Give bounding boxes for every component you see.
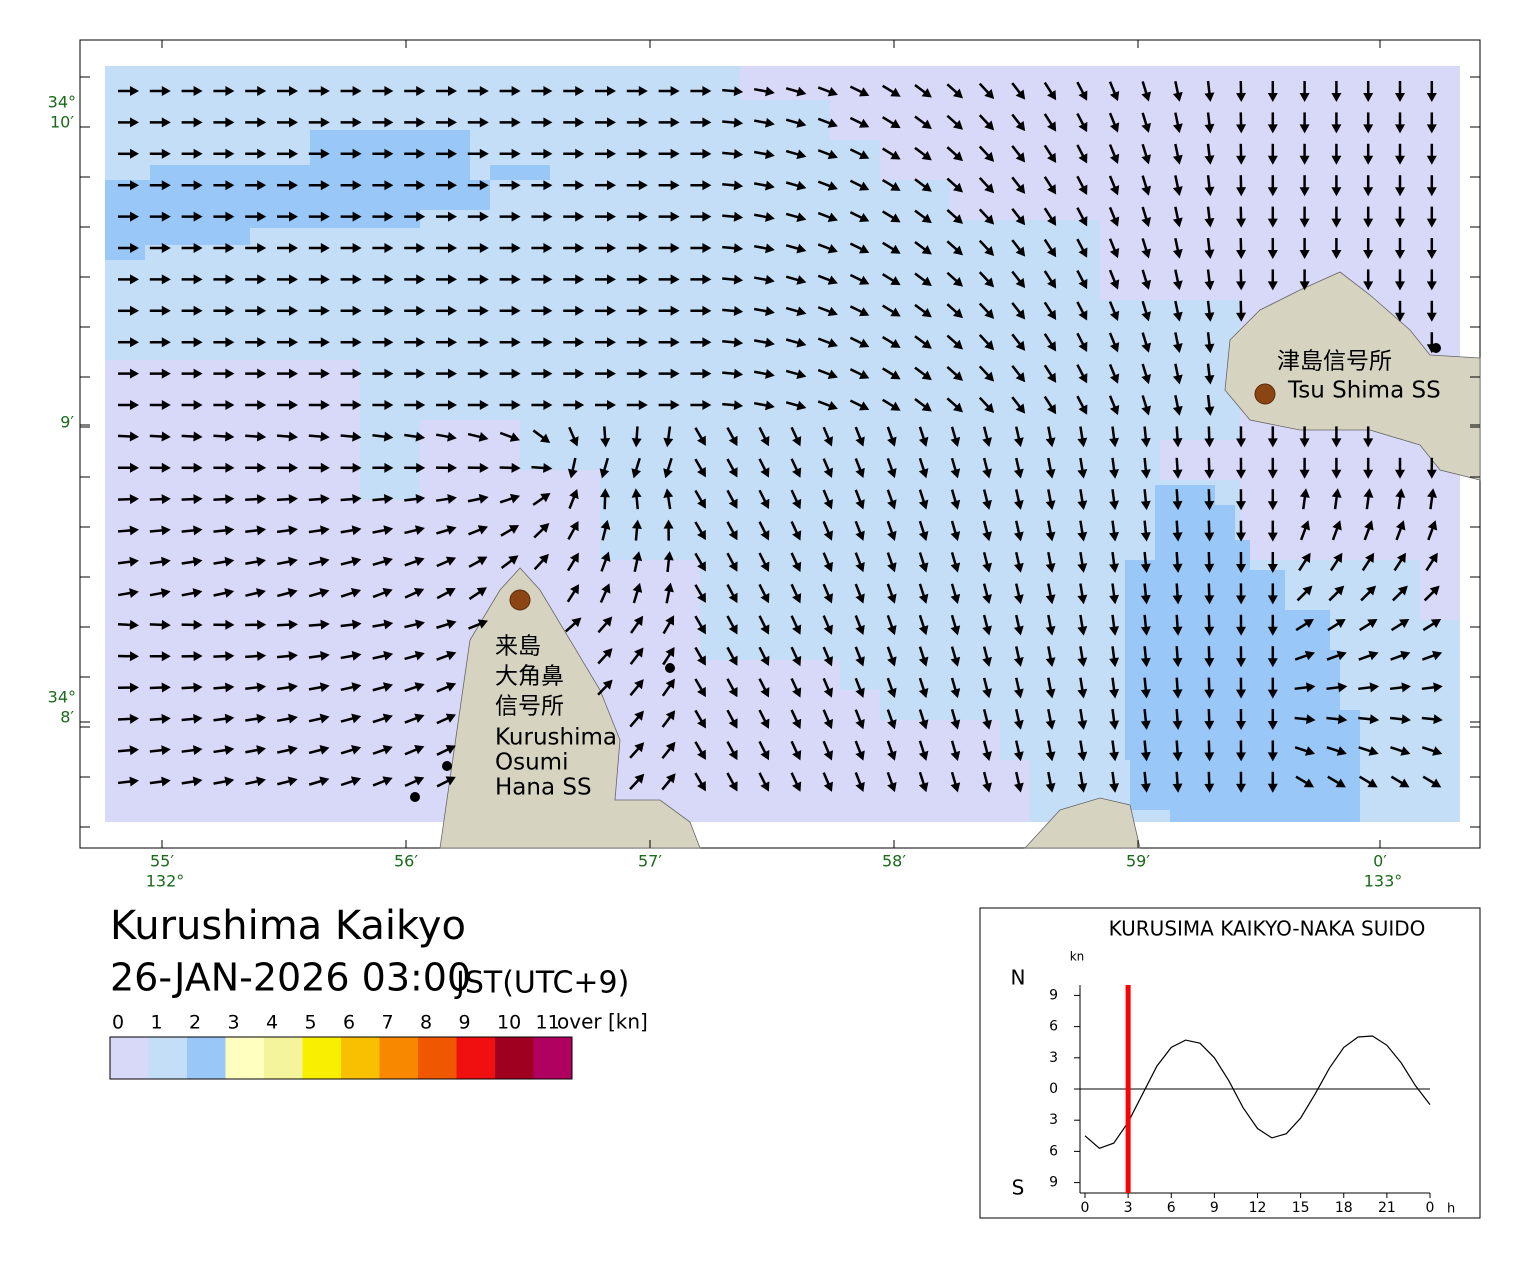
legend-swatch [534, 1037, 573, 1079]
lat-degree: 34° [48, 93, 76, 112]
y-unit: kn [1070, 950, 1085, 964]
y-tick-label: 9 [1049, 987, 1058, 1003]
lat-label: 9′ [60, 413, 74, 432]
legend-swatch [226, 1037, 265, 1079]
lon-label: 59′ [1126, 852, 1150, 871]
lon-label: 0′ [1373, 852, 1387, 871]
x-unit: h [1447, 1202, 1455, 1217]
datetime: 26-JAN-2026 03:00 [110, 956, 471, 1000]
legend-label: 8 [420, 1012, 432, 1034]
north-label: N [1011, 966, 1026, 990]
lon-label: 55′ [150, 852, 174, 871]
legend-label: 0 [112, 1012, 124, 1034]
x-tick-label: 21 [1378, 1200, 1396, 1216]
x-tick-label: 15 [1292, 1200, 1310, 1216]
place-label: 来島 [495, 634, 541, 660]
legend-label: 4 [266, 1012, 278, 1034]
legend-label: 3 [228, 1012, 240, 1034]
lat-label: 8′ [60, 708, 74, 727]
legend-swatch [457, 1037, 496, 1079]
x-tick-label: 3 [1124, 1200, 1133, 1216]
lon-label: 58′ [882, 852, 906, 871]
y-tick-label: 0 [1049, 1081, 1058, 1097]
timezone: JST(UTC+9) [454, 966, 629, 1001]
south-label: S [1012, 1176, 1025, 1200]
legend-label: 11 [536, 1012, 560, 1034]
tide-title: KURUSIMA KAIKYO-NAKA SUIDO [1109, 917, 1426, 941]
legend-label: 5 [305, 1012, 317, 1034]
legend-swatch [380, 1037, 419, 1079]
y-tick-label: 6 [1049, 1143, 1058, 1159]
y-tick-label: 3 [1049, 1112, 1058, 1128]
y-tick-label: 9 [1049, 1175, 1058, 1191]
speed-zones [105, 66, 1460, 822]
place-label: 津島信号所 [1277, 349, 1392, 375]
lon-degree: 132° [146, 872, 185, 891]
legend-swatch [149, 1037, 188, 1079]
lon-label: 57′ [638, 852, 662, 871]
lon-degree: 133° [1364, 872, 1403, 891]
legend-unit: over [kn] [557, 1010, 648, 1034]
legend-label: 9 [459, 1012, 471, 1034]
legend-swatch [418, 1037, 457, 1079]
station-marker [1255, 384, 1275, 404]
legend-swatch [264, 1037, 303, 1079]
place-label: 信号所 [495, 694, 564, 720]
x-tick-label: 9 [1210, 1200, 1219, 1216]
legend-label: 1 [151, 1012, 163, 1034]
station-marker [510, 590, 530, 610]
place-label: Kurushima [495, 725, 617, 751]
y-tick-label: 3 [1049, 1050, 1058, 1066]
legend-label: 7 [382, 1012, 394, 1034]
legend-swatch [495, 1037, 534, 1079]
lon-label: 56′ [394, 852, 418, 871]
y-tick-label: 6 [1049, 1019, 1058, 1035]
place-label: Tsu Shima SS [1287, 378, 1441, 404]
legend-swatch [110, 1037, 149, 1079]
legend-label: 10 [497, 1012, 521, 1034]
legend-label: 2 [189, 1012, 201, 1034]
legend-swatch [187, 1037, 226, 1079]
x-tick-label: 0 [1081, 1200, 1090, 1216]
legend-label: 6 [343, 1012, 355, 1034]
legend-swatch [341, 1037, 380, 1079]
x-tick-label: 6 [1167, 1200, 1176, 1216]
place-label: Hana SS [495, 775, 592, 801]
x-tick-label: 0 [1426, 1200, 1435, 1216]
lat-degree: 34° [48, 688, 76, 707]
x-tick-label: 18 [1335, 1200, 1353, 1216]
title: Kurushima Kaikyo [110, 903, 466, 949]
place-label: 大角鼻 [495, 664, 564, 690]
place-label: Osumi [495, 750, 568, 776]
x-tick-label: 12 [1249, 1200, 1267, 1216]
lat-label: 10′ [50, 113, 74, 132]
legend-swatch [303, 1037, 342, 1079]
